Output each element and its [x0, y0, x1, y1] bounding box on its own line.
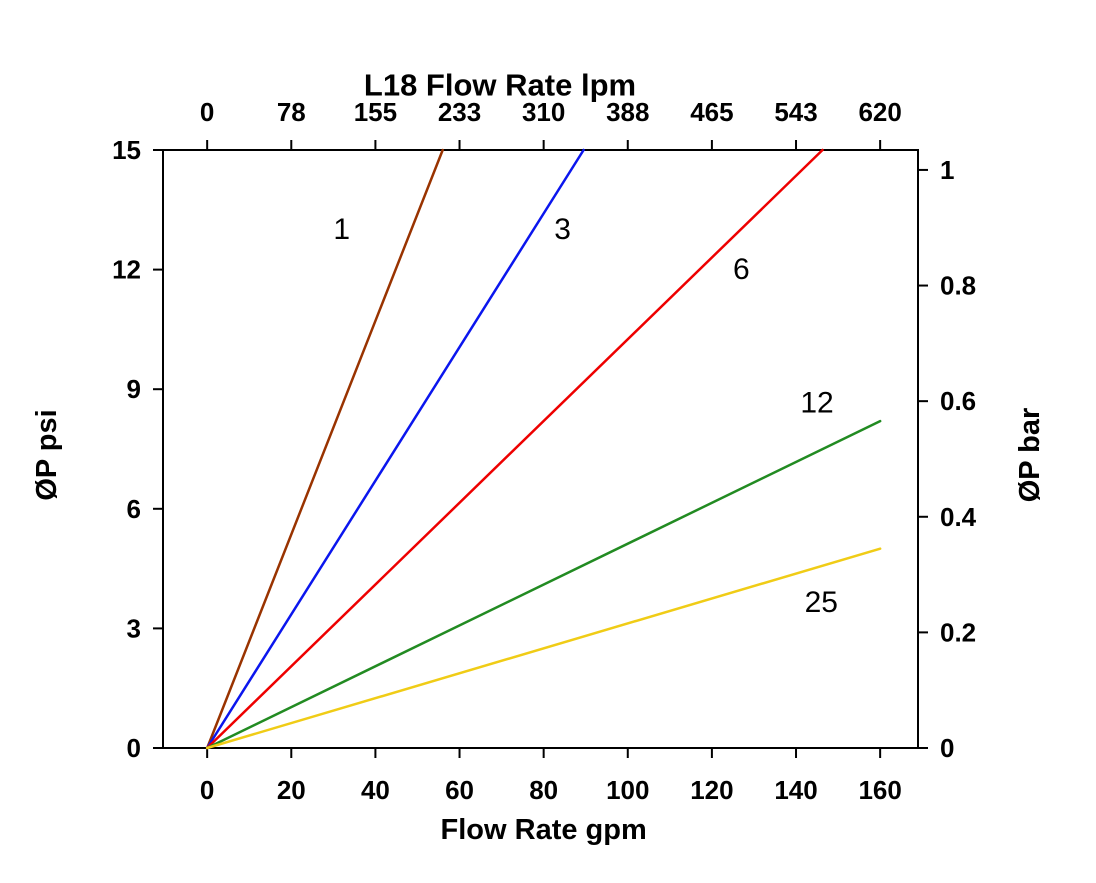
x-bottom-tick-label: 80: [529, 775, 558, 805]
x-top-tick-label: 310: [522, 97, 565, 127]
x-bottom-tick-label: 60: [445, 775, 474, 805]
series-label-12: 12: [800, 387, 833, 420]
y-right-tick-label: 0.8: [940, 271, 976, 301]
series-label-1: 1: [333, 213, 350, 246]
series-line-12: [205, 419, 882, 750]
y-left-axis-label: ØP psi: [31, 409, 63, 500]
y-right-tick-label: 1: [940, 155, 954, 185]
x-top-tick-label: 0: [200, 97, 214, 127]
x-bottom-tick-label: 40: [361, 775, 390, 805]
x-bottom-tick-label: 20: [277, 775, 306, 805]
series-label-3: 3: [554, 213, 571, 246]
x-top-tick-label: 543: [774, 97, 817, 127]
x-top-tick-label: 465: [690, 97, 733, 127]
series-line-1: [205, 148, 444, 750]
series-line-6: [205, 148, 824, 750]
plot-border: [162, 149, 919, 749]
x-top-tick-label: 620: [858, 97, 901, 127]
x-bottom-tick-label: 120: [690, 775, 733, 805]
series-line-3: [205, 148, 585, 750]
y-left-tick-label: 15: [112, 135, 141, 165]
x-bottom-tick-label: 160: [858, 775, 901, 805]
series-label-25: 25: [805, 586, 838, 619]
x-bottom-tick-label: 0: [200, 775, 214, 805]
x-axis-label: Flow Rate gpm: [441, 814, 647, 846]
x-bottom-tick-label: 140: [774, 775, 817, 805]
series-label-6: 6: [733, 253, 750, 286]
x-top-tick-label: 78: [277, 97, 306, 127]
y-right-tick-label: 0.2: [940, 617, 976, 647]
y-right-tick-label: 0.4: [940, 502, 977, 532]
series-line-25: [205, 547, 882, 750]
x-bottom-tick-label: 100: [606, 775, 649, 805]
chart-title: L18 Flow Rate lpm: [364, 68, 636, 103]
y-left-tick-label: 3: [127, 613, 141, 643]
y-right-axis-label: ØP bar: [1014, 408, 1046, 503]
y-left-tick-label: 0: [127, 733, 141, 763]
x-top-tick-label: 388: [606, 97, 649, 127]
x-top-tick-label: 155: [354, 97, 397, 127]
y-right-tick-label: 0: [940, 733, 954, 763]
y-left-tick-label: 9: [127, 374, 141, 404]
y-right-tick-label: 0.6: [940, 386, 976, 416]
x-top-tick-label: 233: [438, 97, 481, 127]
y-left-tick-label: 12: [112, 255, 141, 285]
y-left-tick-label: 6: [127, 494, 141, 524]
